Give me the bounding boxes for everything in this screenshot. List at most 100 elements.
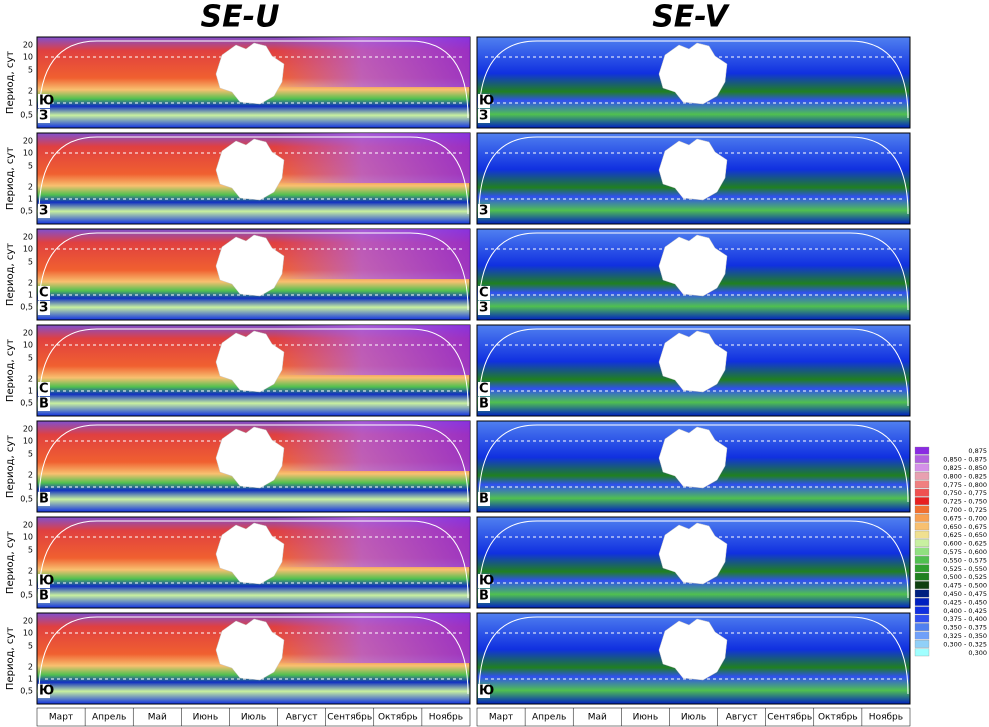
region-map <box>215 522 285 585</box>
legend-swatch <box>914 488 930 497</box>
y-axis-label: Период, сут <box>5 147 16 210</box>
region-map <box>658 138 728 201</box>
region-map <box>215 330 285 393</box>
panel-label-bg <box>478 382 490 396</box>
panel-label: Ю <box>39 94 54 109</box>
y-tick-label: 0,5 <box>20 303 33 312</box>
month-label: Сентябрь <box>767 713 812 723</box>
cone-of-influence <box>38 520 469 599</box>
legend-label: 0,800 - 0,825 <box>943 472 987 480</box>
month-label: Август <box>286 713 318 723</box>
y-tick-label: 10 <box>23 629 33 638</box>
legend-swatch <box>914 446 930 455</box>
y-tick-label: 1 <box>28 99 33 108</box>
legend-label: 0,625 - 0,650 <box>943 531 987 539</box>
month-label: Июль <box>241 713 266 723</box>
panel-label-bg <box>38 204 50 218</box>
panel-label-bg <box>478 204 490 218</box>
month-label: Октябрь <box>818 713 858 723</box>
y-tick-label: 20 <box>23 425 33 434</box>
legend-label: 0,650 - 0,675 <box>943 523 987 531</box>
y-tick-label: 20 <box>23 617 33 626</box>
legend-swatch <box>914 514 930 522</box>
panel-label: З <box>39 301 48 316</box>
y-tick-label: 5 <box>28 450 33 459</box>
cone-of-influence <box>38 40 469 119</box>
panel-label: З <box>39 109 48 124</box>
legend-swatch <box>914 556 930 564</box>
month-label: Апрель <box>92 713 126 723</box>
panel-label: В <box>479 397 489 412</box>
legend-swatch <box>914 623 930 631</box>
legend-label: 0,500 - 0,525 <box>943 573 987 581</box>
y-axis-label: Период, сут <box>5 243 16 306</box>
month-label: Июль <box>681 713 706 723</box>
panel-label-bg <box>38 684 50 698</box>
cone-of-influence <box>478 232 909 311</box>
panel-label: В <box>39 492 49 507</box>
panel-label-bg <box>38 301 50 315</box>
region-map <box>215 618 285 681</box>
legend-swatch <box>914 648 930 657</box>
month-label: Июнь <box>193 713 219 723</box>
y-tick-label: 20 <box>23 233 33 242</box>
legend-label: 0,550 - 0,575 <box>943 556 987 564</box>
legend-swatch <box>914 530 930 539</box>
panel-label: С <box>39 382 49 397</box>
y-axis-label: Период, сут <box>5 339 16 402</box>
region-map <box>215 426 285 489</box>
panel-label: С <box>39 286 49 301</box>
panel-label-bg <box>38 286 50 300</box>
legend-swatch <box>914 455 930 463</box>
panel-label-bg <box>478 574 490 588</box>
panel-label: В <box>479 589 489 604</box>
month-label: Май <box>148 713 167 723</box>
legend-swatch <box>914 480 930 489</box>
cone-of-influence <box>38 616 469 695</box>
legend-label: 0,575 - 0,600 <box>943 548 987 556</box>
legend-label: 0,300 <box>968 649 987 657</box>
panel-label-bg <box>478 397 490 411</box>
y-tick-label: 0,5 <box>20 207 33 216</box>
y-tick-label: 10 <box>23 149 33 158</box>
legend-label: 0,775 - 0,800 <box>943 481 987 489</box>
cone-of-influence <box>38 328 469 407</box>
legend-swatch <box>914 564 930 573</box>
panel-label: С <box>479 286 489 301</box>
panel-label: Ю <box>479 94 494 109</box>
y-tick-label: 5 <box>28 546 33 555</box>
month-label: Март <box>489 713 513 723</box>
legend-label: 0,325 - 0,350 <box>943 632 987 640</box>
month-label: Ноябрь <box>869 713 903 723</box>
y-tick-label: 2 <box>28 471 33 480</box>
legend-swatch <box>914 598 930 606</box>
panel-label: Ю <box>39 684 54 699</box>
panel-label-bg <box>38 492 50 506</box>
legend-swatch <box>914 522 930 531</box>
cone-of-influence <box>478 136 909 215</box>
cone-of-influence <box>478 328 909 407</box>
month-axis <box>36 707 471 727</box>
panel-label: З <box>479 301 488 316</box>
legend-swatch <box>914 631 930 640</box>
region-map <box>215 138 285 201</box>
month-label: Март <box>49 713 73 723</box>
y-tick-label: 20 <box>23 41 33 50</box>
panel-label-bg <box>478 684 490 698</box>
panel-label: В <box>479 492 489 507</box>
month-label: Июнь <box>633 713 659 723</box>
y-tick-label: 1 <box>28 579 33 588</box>
legend-label: 0,475 - 0,500 <box>943 582 987 590</box>
cone-of-influence <box>478 40 909 119</box>
panel-label-bg <box>38 574 50 588</box>
panel-label: В <box>39 589 49 604</box>
y-tick-label: 5 <box>28 66 33 75</box>
y-tick-label: 5 <box>28 354 33 363</box>
legend-label: 0,875 <box>968 447 987 455</box>
legend-label: 0,725 - 0,750 <box>943 498 987 506</box>
y-tick-label: 20 <box>23 137 33 146</box>
y-tick-label: 20 <box>23 521 33 530</box>
panel-label: З <box>39 204 48 219</box>
panel-label: С <box>479 382 489 397</box>
panel-label-bg <box>38 109 50 123</box>
